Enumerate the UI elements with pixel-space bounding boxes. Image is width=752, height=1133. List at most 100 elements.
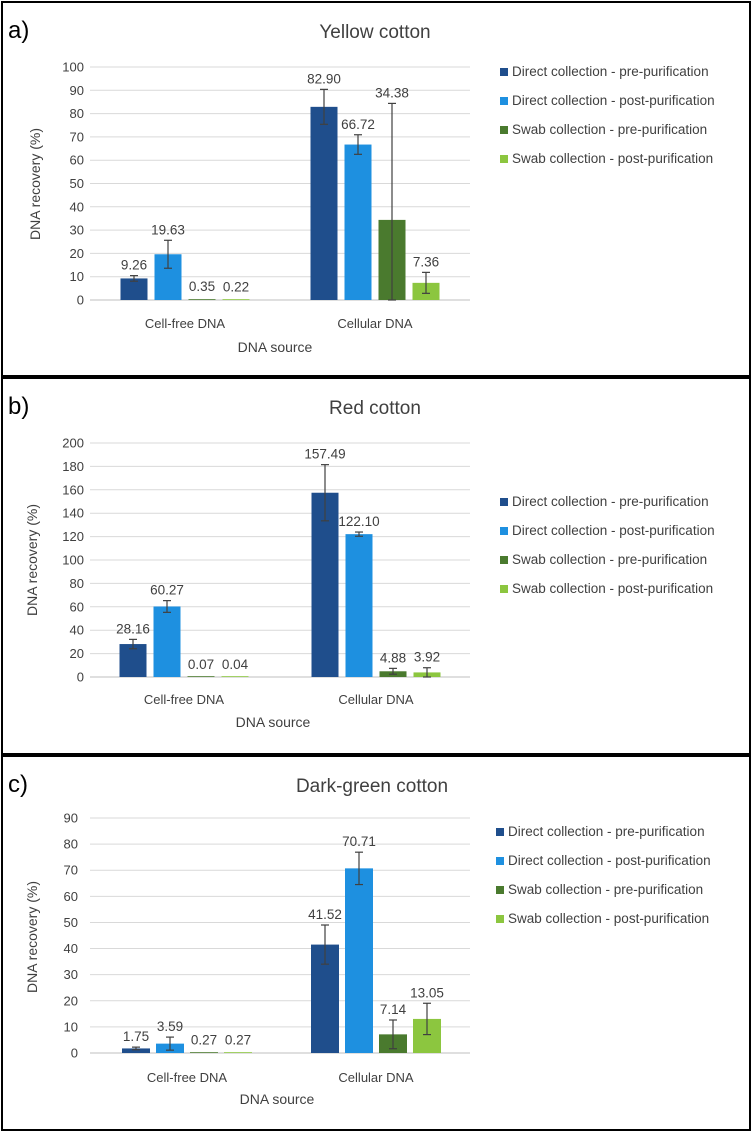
y-tick-label: 90 <box>64 811 78 826</box>
legend-label: Swab collection - pre-purification <box>512 552 707 567</box>
y-tick-label: 40 <box>70 623 84 638</box>
legend-swatch <box>496 886 504 894</box>
bar <box>122 1048 150 1053</box>
error-bar <box>423 667 431 678</box>
y-tick-label: 200 <box>62 436 84 451</box>
chart-title: Red cotton <box>329 398 421 419</box>
legend-label: Swab collection - post-purification <box>512 151 713 166</box>
data-label: 13.05 <box>410 985 444 1000</box>
error-bar <box>166 1036 174 1051</box>
legend-label: Swab collection - post-purification <box>512 581 713 596</box>
error-bar <box>163 600 171 613</box>
data-label: 7.36 <box>413 254 439 269</box>
legend-swatch <box>500 498 508 506</box>
category-label: Cellular DNA <box>338 692 413 707</box>
y-tick-label: 90 <box>70 83 84 98</box>
x-axis-label: DNA source <box>240 1091 315 1107</box>
legend-label: Direct collection - pre-purification <box>508 824 705 839</box>
data-label: 0.27 <box>191 1032 217 1047</box>
error-bar <box>132 1046 140 1051</box>
y-tick-label: 50 <box>64 915 78 930</box>
legend-label: Direct collection - pre-purification <box>512 494 709 509</box>
error-bar <box>355 531 363 537</box>
legend: Direct collection - pre-purification Dire… <box>496 824 711 926</box>
data-label: 66.72 <box>341 117 375 132</box>
y-tick-label: 60 <box>70 153 84 168</box>
y-tick-label: 70 <box>70 129 84 144</box>
y-tick-label: 70 <box>64 863 78 878</box>
error-bar <box>321 924 329 965</box>
error-bar <box>354 134 362 155</box>
legend-label: Swab collection - pre-purification <box>512 122 707 137</box>
category-label: Cell-free DNA <box>145 316 226 331</box>
legend-swatch <box>500 126 508 134</box>
bar <box>345 868 373 1053</box>
y-axis-label: DNA recovery (%) <box>24 881 40 993</box>
y-tick-label: 100 <box>62 553 84 568</box>
bar <box>120 278 148 300</box>
y-tick-label: 0 <box>77 293 84 308</box>
data-label: 28.16 <box>116 621 150 636</box>
data-label: 0.07 <box>188 657 214 672</box>
plot-area: 0 10 20 30 40 50 60 70 80 90 100 Cell-free DNA Cellu… <box>62 60 470 331</box>
data-label: 70.71 <box>342 834 376 849</box>
bar <box>310 106 338 300</box>
bar <box>311 492 339 677</box>
legend-swatch <box>500 527 508 535</box>
error-bar <box>355 851 363 886</box>
category-label: Cellular DNA <box>337 316 412 331</box>
data-label: 0.27 <box>225 1032 251 1047</box>
bar <box>221 676 249 677</box>
data-label: 82.90 <box>307 71 341 86</box>
data-label: 9.26 <box>121 258 147 273</box>
bar <box>344 144 372 300</box>
y-tick-label: 10 <box>70 269 84 284</box>
category-label: Cell-free DNA <box>144 692 225 707</box>
bar <box>153 606 181 677</box>
data-label: 34.38 <box>375 85 409 100</box>
category-label: Cell-free DNA <box>147 1070 228 1085</box>
x-axis-label: DNA source <box>236 714 311 730</box>
data-label: 1.75 <box>123 1029 149 1044</box>
y-tick-label: 120 <box>62 529 84 544</box>
legend-swatch <box>496 828 504 836</box>
bar <box>345 534 373 677</box>
y-tick-label: 160 <box>62 482 84 497</box>
y-tick-label: 20 <box>70 246 84 261</box>
legend: Direct collection - pre-purification Dire… <box>500 494 715 596</box>
panel-letter: c) <box>8 771 28 798</box>
data-label: 0.04 <box>222 657 249 672</box>
data-label: 0.22 <box>223 279 249 294</box>
error-bar <box>388 102 396 301</box>
data-label: 122.10 <box>338 514 379 529</box>
data-label: 19.63 <box>151 222 185 237</box>
y-tick-label: 20 <box>64 993 78 1008</box>
data-label: 3.59 <box>157 1019 183 1034</box>
bar <box>188 299 216 300</box>
y-tick-label: 30 <box>64 967 78 982</box>
error-bar <box>320 88 328 125</box>
bar <box>224 1052 252 1053</box>
bar <box>190 1052 218 1053</box>
x-axis-label: DNA source <box>238 339 313 355</box>
panel-border <box>1 755 751 1131</box>
y-tick-label: 60 <box>64 889 78 904</box>
y-tick-label: 10 <box>64 1019 78 1034</box>
error-bar <box>389 667 397 675</box>
data-label: 4.88 <box>380 650 406 665</box>
data-label: 7.14 <box>380 1002 407 1017</box>
legend-swatch <box>496 857 504 865</box>
y-axis-label: DNA recovery (%) <box>24 504 40 616</box>
panel-letter: b) <box>8 393 29 420</box>
chart-title: Yellow cotton <box>319 22 430 43</box>
y-tick-label: 40 <box>64 941 78 956</box>
error-bar <box>321 464 329 522</box>
plot-area: 0 20 40 60 80 100 120 140 160 180 200 Cell-free DNA… <box>62 436 470 707</box>
data-label: 41.52 <box>308 907 342 922</box>
y-tick-label: 80 <box>70 106 84 121</box>
y-tick-label: 30 <box>70 223 84 238</box>
panel-letter: a) <box>8 17 29 44</box>
y-tick-label: 0 <box>77 670 84 685</box>
legend: Direct collection - pre-purification Dire… <box>500 64 715 166</box>
